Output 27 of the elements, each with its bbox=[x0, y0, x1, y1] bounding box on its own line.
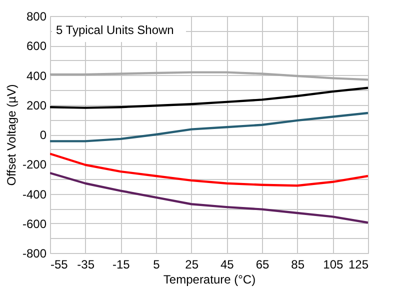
x-tick-label: -35 bbox=[77, 258, 95, 272]
line-series bbox=[50, 172, 368, 224]
line-series bbox=[50, 86, 368, 109]
x-tick-label: -15 bbox=[112, 258, 130, 272]
y-tick-label: 200 bbox=[26, 98, 47, 112]
x-tick-label: 125 bbox=[348, 258, 369, 272]
y-tick-label: 600 bbox=[26, 39, 47, 54]
x-tick-label: 65 bbox=[256, 258, 270, 272]
y-tick-label: -600 bbox=[22, 216, 47, 231]
y-tick-label: -800 bbox=[22, 246, 47, 260]
x-tick-label: 25 bbox=[185, 258, 199, 272]
x-tick-label: -55 bbox=[50, 258, 68, 272]
line-series bbox=[50, 152, 368, 187]
y-tick-label: 800 bbox=[26, 10, 47, 24]
y-tick-label: -400 bbox=[22, 187, 47, 202]
x-axis-title: Temperature (°C) bbox=[163, 272, 256, 286]
annotation: 5 Typical Units Shown bbox=[56, 23, 174, 37]
x-tick-label: 85 bbox=[291, 258, 305, 272]
y-tick-label: 400 bbox=[26, 68, 47, 83]
line-series bbox=[50, 112, 368, 142]
x-tick-label: 105 bbox=[323, 258, 344, 272]
y-axis-title: Offset Voltage (µV) bbox=[4, 84, 18, 186]
y-tick-label: 0 bbox=[40, 128, 47, 142]
y-tick-label: -200 bbox=[22, 158, 47, 172]
line-series bbox=[50, 71, 368, 81]
x-tick-label: 5 bbox=[153, 258, 160, 272]
x-tick-label: 45 bbox=[220, 258, 234, 272]
